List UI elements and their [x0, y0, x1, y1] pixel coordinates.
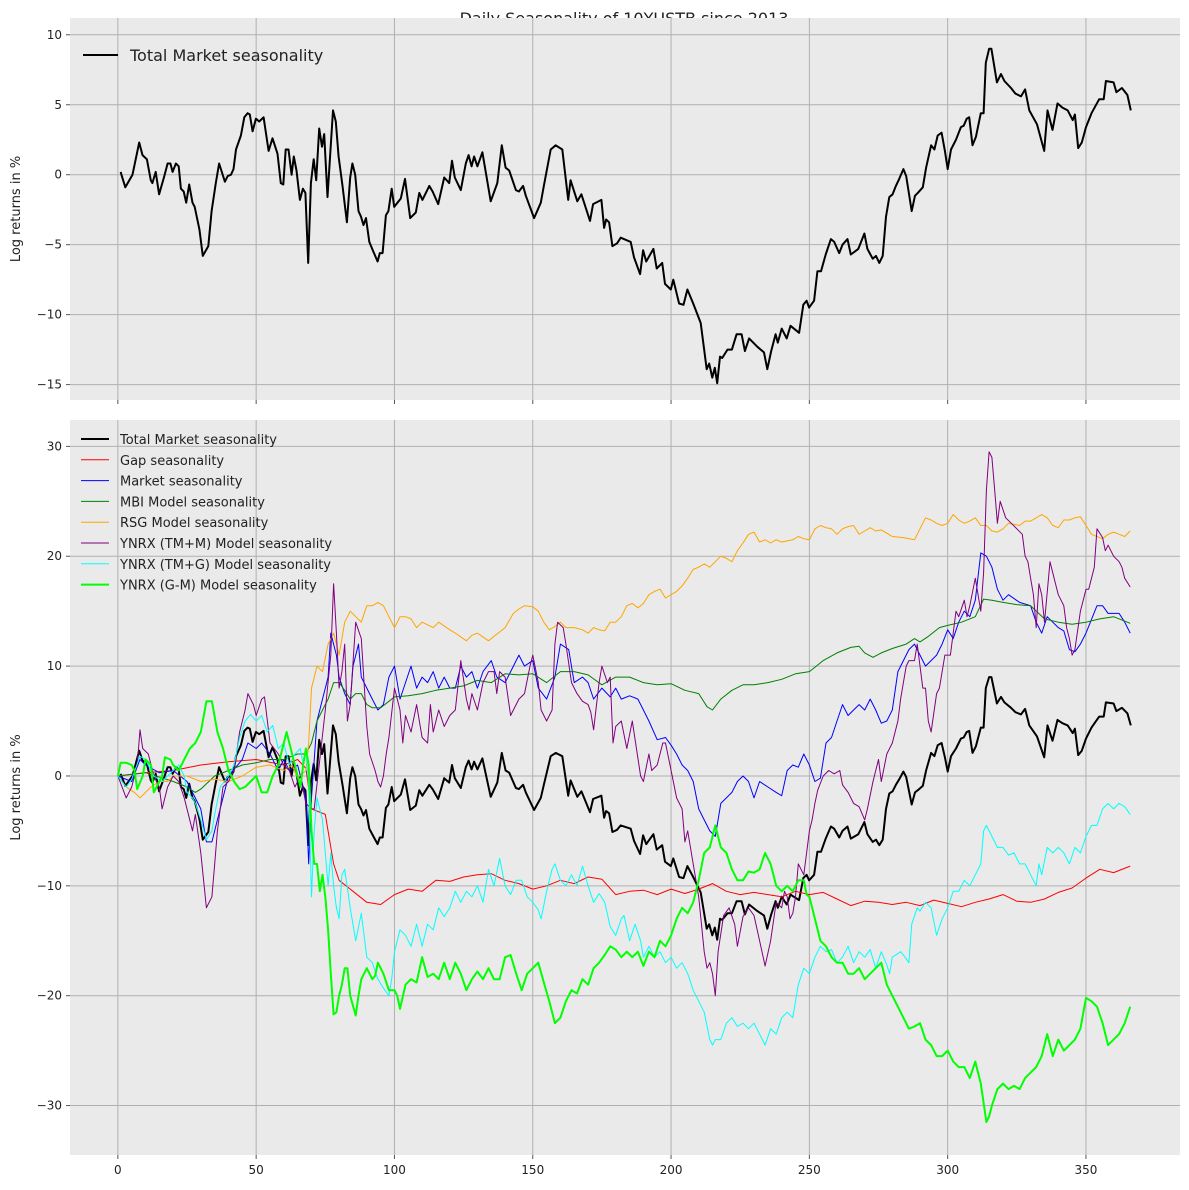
x-tick-label: 200 [660, 1163, 683, 1177]
y-axis-label: Log returns in % [9, 156, 24, 262]
y-tick-label: −10 [37, 879, 62, 893]
legend-label: YNRX (TM+M) Model seasonality [119, 537, 332, 552]
y-tick-label: −5 [44, 238, 62, 252]
y-tick-label: 10 [47, 659, 62, 673]
series-line-ynrx-tm-g-model-seasonality [117, 713, 1131, 1046]
legend-label: MBI Model seasonality [120, 495, 265, 510]
legend-label: Gap seasonality [120, 454, 224, 469]
plot-background [70, 18, 1180, 400]
y-tick-label: 20 [47, 549, 62, 563]
legend-label: YNRX (TM+G) Model seasonality [119, 558, 331, 573]
y-tick-label: −30 [37, 1099, 62, 1113]
y-tick-label: 30 [47, 439, 62, 453]
x-tick-label: 100 [383, 1163, 406, 1177]
series-line-market-seasonality [117, 552, 1131, 865]
x-tick-label: 300 [936, 1163, 959, 1177]
legend: Total Market seasonality Gap seasonality M… [81, 433, 332, 594]
series-line-total-market-seasonality [119, 676, 1132, 941]
y-tick-label: −15 [37, 378, 62, 392]
series-line-total-market-seasonality [119, 47, 1132, 385]
x-tick-label: 0 [114, 1163, 122, 1177]
legend-label: RSG Model seasonality [120, 516, 269, 531]
legend-label: Total Market seasonality [119, 433, 277, 448]
y-tick-label: −10 [37, 308, 62, 322]
series-line-gap-seasonality [117, 759, 1131, 908]
y-tick-label: 10 [47, 28, 62, 42]
legend-label: Total Market seasonality [129, 46, 323, 65]
y-tick-label: −20 [37, 989, 62, 1003]
legend-label: Market seasonality [120, 475, 243, 490]
legend: Total Market seasonality [83, 46, 323, 65]
x-tick-label: 50 [249, 1163, 264, 1177]
series-line-rsg-model-seasonality [117, 514, 1131, 799]
x-tick-label: 250 [798, 1163, 821, 1177]
x-tick-label: 350 [1075, 1163, 1098, 1177]
plot-background [70, 420, 1180, 1155]
axes-bottom: 0 50 100 150 200 250 300 350 −30 −20 −10 0 10 20 30 Log… [9, 420, 1180, 1177]
y-tick-label: 5 [54, 98, 62, 112]
y-tick-label: 0 [54, 769, 62, 783]
axes-top: −15 −10 −5 0 5 10 Log returns in % Total Market… [9, 18, 1180, 404]
series-line-mbi-model-seasonality [117, 598, 1131, 793]
series-line-ynrx-g-m-model-seasonality [116, 700, 1132, 1123]
y-tick-label: 0 [54, 168, 62, 182]
legend-label: YNRX (G-M) Model seasonality [119, 579, 317, 594]
x-tick-label: 150 [521, 1163, 544, 1177]
y-axis-label: Log returns in % [9, 734, 24, 840]
